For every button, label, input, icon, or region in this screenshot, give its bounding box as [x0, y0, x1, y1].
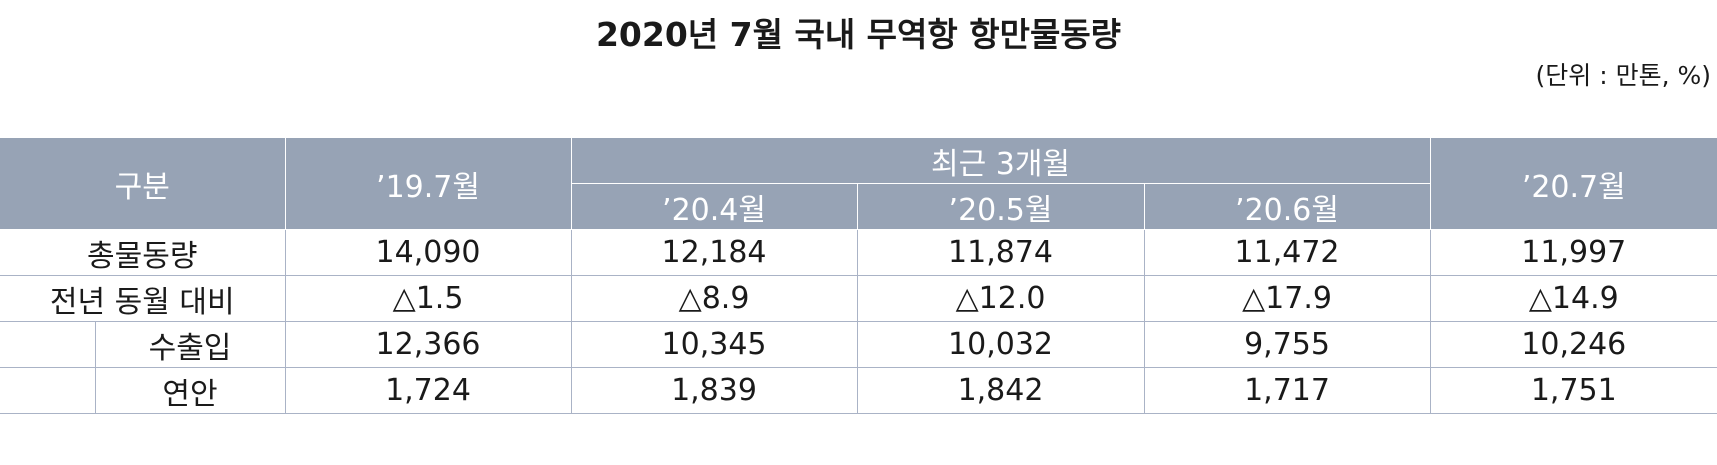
value-cell: △8.9 — [570, 275, 858, 322]
header-cell: ’20.7월 — [1429, 138, 1717, 230]
header-cell: ’20.5월 — [856, 183, 1145, 230]
value-cell: △14.9 — [1429, 275, 1717, 322]
value-cell: 11,997 — [1429, 229, 1717, 276]
value-cell: △12.0 — [856, 275, 1145, 322]
table-row: 총물동량 14,090 12,184 11,874 11,472 11,997 — [0, 229, 1717, 276]
value-cell: 14,090 — [284, 229, 572, 276]
indent-cell — [0, 367, 96, 414]
value-cell: 10,032 — [856, 321, 1145, 368]
value-cell: △1.5 — [284, 275, 572, 322]
row-label: 총물동량 — [0, 229, 286, 276]
header-cell: ’20.6월 — [1143, 183, 1431, 230]
row-label: 전년 동월 대비 — [0, 275, 286, 322]
unit-note: (단위 : 만톤, %) — [1535, 61, 1711, 90]
value-cell: △17.9 — [1143, 275, 1431, 322]
title: 2020년 7월 국내 무역항 항만물동량 — [595, 15, 1122, 54]
table-row: 전년 동월 대비 △1.5 △8.9 △12.0 △17.9 △14.9 — [0, 275, 1717, 322]
value-cell: 12,366 — [284, 321, 572, 368]
value-cell: 11,874 — [856, 229, 1145, 276]
header-cell: ’20.4월 — [571, 183, 858, 230]
value-cell: 1,839 — [570, 367, 858, 414]
table: 구분 ’19.7월 최근 3개월 ’20.7월 ’20.4월 ’20.5월 ’2… — [0, 138, 1717, 414]
header-cell: ’19.7월 — [284, 138, 572, 230]
value-cell: 1,751 — [1429, 367, 1717, 414]
table-row: 수출입 12,366 10,345 10,032 9,755 10,246 — [0, 321, 1717, 368]
value-cell: 1,717 — [1143, 367, 1431, 414]
header-cell: 최근 3개월 — [570, 138, 1431, 184]
header-cell: 구분 — [0, 138, 286, 230]
table-body: 총물동량 14,090 12,184 11,874 11,472 11,997 전년 동월 … — [0, 229, 1717, 414]
value-cell: 9,755 — [1143, 321, 1431, 368]
header-row: ’20.4월 ’20.5월 ’20.6월 — [0, 183, 1717, 230]
value-cell: 10,345 — [570, 321, 858, 368]
value-cell: 10,246 — [1429, 321, 1717, 368]
value-cell: 11,472 — [1143, 229, 1431, 276]
value-cell: 1,842 — [856, 367, 1145, 414]
value-cell: 1,724 — [284, 367, 572, 414]
indent-cell — [0, 321, 96, 368]
table-row: 연안 1,724 1,839 1,842 1,717 1,751 — [0, 367, 1717, 414]
value-cell: 12,184 — [570, 229, 858, 276]
row-label: 수출입 — [94, 321, 286, 368]
row-label: 연안 — [94, 367, 286, 414]
header-row: 구분 ’19.7월 최근 3개월 ’20.7월 — [0, 138, 1717, 230]
